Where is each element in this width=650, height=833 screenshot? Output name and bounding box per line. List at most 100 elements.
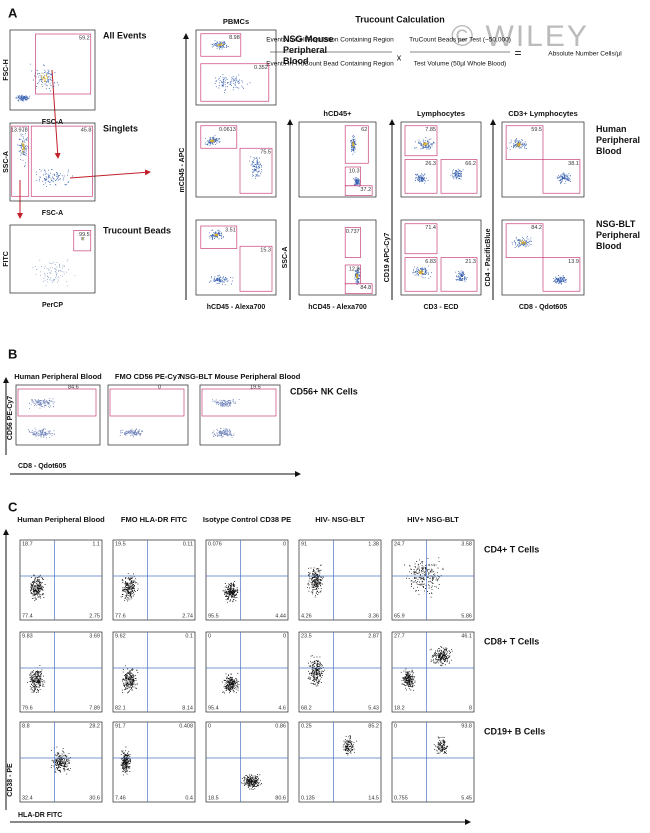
quadrant-value: 2.87 <box>368 633 379 639</box>
events <box>50 746 71 775</box>
events <box>507 138 571 185</box>
events <box>519 240 527 245</box>
gate <box>344 185 373 196</box>
events <box>30 574 46 601</box>
quadrant-value: 28.2 <box>89 723 100 729</box>
gate <box>344 227 361 258</box>
quadrant-value: 77.6 <box>115 613 126 619</box>
gate-value: 0.0613 <box>219 127 236 133</box>
calc-text: Absolute Number Cells/µl <box>548 51 622 58</box>
plot-title: Lymphocytes <box>417 109 465 118</box>
quadrant-value: 4.6 <box>278 705 286 711</box>
quadrant-value: 80.6 <box>275 795 286 801</box>
events <box>204 134 263 179</box>
plot-frame <box>112 631 196 713</box>
calc-text: Events in TruCount Bead Containing Regio… <box>266 61 394 68</box>
quadrant-value: 0.4 <box>185 795 193 801</box>
plot-title: FMO CD56 PE-Cy7 <box>115 372 181 381</box>
plot-frame <box>205 721 289 803</box>
calc-text: TruCount Beads per Test (~50,000) <box>409 37 511 44</box>
calc-text: Events in Cell Population Containing Reg… <box>266 37 394 44</box>
quadrant-value: 85.2 <box>368 723 379 729</box>
arrow <box>51 69 61 159</box>
plot-frame <box>391 539 475 621</box>
events <box>342 735 357 756</box>
gate <box>200 125 238 149</box>
quadrant-value: 91 <box>301 541 307 547</box>
events <box>400 646 453 691</box>
plot-frame <box>19 631 103 713</box>
quadrant-value: 68.2 <box>301 705 312 711</box>
events <box>307 655 326 687</box>
gate <box>11 125 30 197</box>
quadrant-value: 8.8 <box>22 723 30 729</box>
quadrant-value: 4.44 <box>275 613 286 619</box>
plot-frame <box>298 631 382 713</box>
plot-title: Human Peripheral Blood <box>14 372 102 381</box>
plot-frame <box>298 539 382 621</box>
panel-label: C <box>8 499 18 514</box>
plot-frame <box>298 721 382 803</box>
quadrant-value: 18.2 <box>394 705 405 711</box>
population-label: CD56+ NK Cells <box>290 386 358 396</box>
gate-value: 71.4 <box>425 225 436 231</box>
plot-frame <box>19 721 103 803</box>
gate-value: 84.2 <box>531 225 542 231</box>
x-axis-label: HLA-DR FITC <box>18 812 62 819</box>
events <box>418 270 424 275</box>
events <box>41 73 49 82</box>
events <box>355 273 359 279</box>
gate <box>17 388 97 417</box>
gate <box>344 125 369 164</box>
events <box>81 237 84 240</box>
gate-value: 0.737 <box>346 229 360 235</box>
plot-frame <box>9 29 96 111</box>
gate-value: 13.9 <box>568 259 579 265</box>
quadrant-value: 5.43 <box>368 705 379 711</box>
gate-value: 45.8 <box>81 128 92 134</box>
plot-frame <box>501 121 585 198</box>
x-axis-label: CD3 - ECD <box>423 304 458 311</box>
quadrant-value: 3.36 <box>368 613 379 619</box>
plot-frame <box>195 29 277 106</box>
events <box>217 42 224 47</box>
quadrant-value: 95.4 <box>208 705 219 711</box>
events <box>221 672 240 694</box>
calc-text: = <box>514 46 521 60</box>
events <box>350 135 361 187</box>
events <box>210 139 215 143</box>
gate <box>542 159 581 194</box>
quadrant-value: 5.86 <box>461 613 472 619</box>
gate-value: 84.6 <box>68 384 79 390</box>
quadrant-value: 9.83 <box>22 633 33 639</box>
events <box>17 130 73 188</box>
plot-title: Singlets <box>103 123 138 133</box>
plot-title: Trucount Beads <box>103 225 171 235</box>
plot-title: CD3+ Lymphocytes <box>508 109 578 118</box>
gate <box>505 125 544 160</box>
plot-frame <box>205 539 289 621</box>
quadrant-value: 2.75 <box>89 613 100 619</box>
gate <box>239 147 273 194</box>
plot-frame <box>15 384 101 446</box>
quadrant-value: 27.7 <box>394 633 405 639</box>
quadrant-value: 91.7 <box>115 723 126 729</box>
events <box>32 236 85 287</box>
gate <box>35 33 92 95</box>
plot-title: All Events <box>103 30 147 40</box>
quadrant-value: 7.46 <box>115 795 126 801</box>
quadrant-value: 0.076 <box>208 541 222 547</box>
plot-frame <box>195 219 277 296</box>
events <box>222 581 241 603</box>
plot-frame <box>400 121 482 198</box>
y-axis-label: CD4 - PacificBlue <box>485 228 492 286</box>
row-label: CD8+ T Cells <box>484 636 539 646</box>
quadrant-value: 0 <box>283 633 286 639</box>
events <box>422 142 429 147</box>
events <box>511 236 567 285</box>
y-axis-label: CD56 PE-Cy7 <box>7 396 14 440</box>
gate <box>109 388 185 417</box>
x-axis-label: hCD45 - Alexa700 <box>207 304 266 311</box>
